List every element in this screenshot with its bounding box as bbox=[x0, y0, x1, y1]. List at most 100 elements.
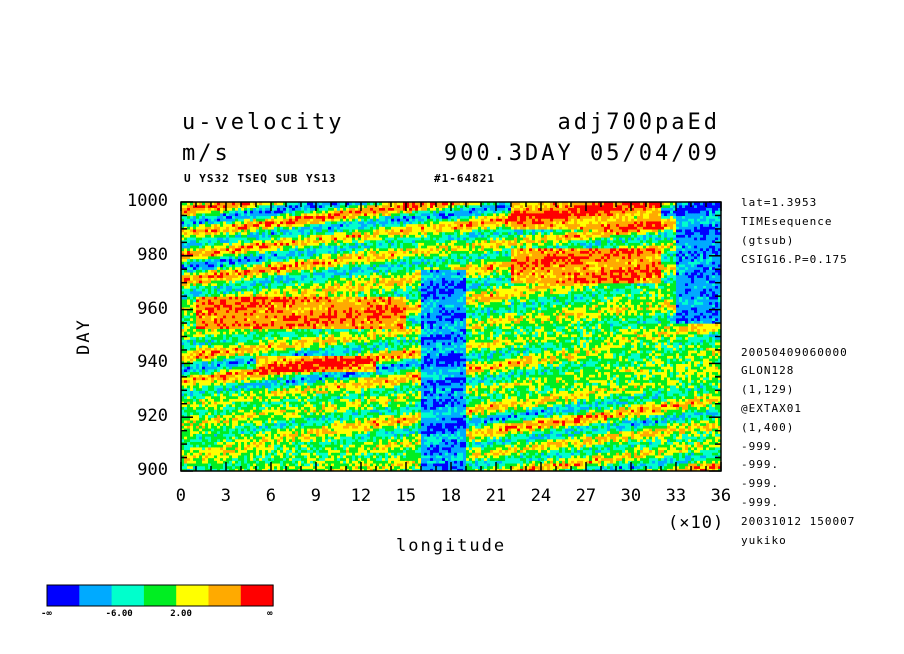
heatmap-cell bbox=[316, 460, 320, 464]
heatmap-cell bbox=[205, 430, 209, 434]
heatmap-cell bbox=[505, 430, 509, 434]
heatmap-cell bbox=[508, 409, 512, 413]
heatmap-cell bbox=[532, 403, 536, 408]
heatmap-cell bbox=[592, 462, 596, 467]
heatmap-cell bbox=[556, 468, 560, 471]
heatmap-cell bbox=[217, 465, 221, 469]
heatmap-cell bbox=[409, 433, 413, 437]
heatmap-cell bbox=[541, 436, 545, 440]
heatmap-cell bbox=[493, 406, 497, 410]
heatmap-cell bbox=[685, 465, 689, 469]
heatmap-cell bbox=[688, 441, 692, 445]
heatmap-cell bbox=[199, 465, 203, 469]
heatmap-cell bbox=[433, 417, 437, 421]
heatmap-cell bbox=[502, 446, 506, 451]
heatmap-cell bbox=[712, 422, 716, 426]
heatmap-cell bbox=[661, 433, 665, 437]
heatmap-cell bbox=[517, 433, 521, 437]
heatmap-cell bbox=[292, 427, 296, 432]
heatmap-cell bbox=[700, 462, 704, 467]
heatmap-cell bbox=[358, 454, 362, 459]
heatmap-cell bbox=[481, 441, 485, 445]
heatmap-cell bbox=[583, 430, 587, 434]
heatmap-cell bbox=[259, 401, 263, 405]
heatmap-cell bbox=[718, 417, 721, 421]
heatmap-cell bbox=[505, 414, 509, 418]
heatmap-cell bbox=[490, 449, 494, 453]
heatmap-cell bbox=[364, 446, 368, 451]
heatmap-cell bbox=[304, 460, 308, 464]
heatmap-cell bbox=[451, 444, 455, 448]
heatmap-cell bbox=[217, 427, 221, 432]
heatmap-cell bbox=[610, 419, 614, 424]
heatmap-cell bbox=[682, 422, 686, 426]
heatmap-cell bbox=[364, 411, 368, 416]
heatmap-cell bbox=[550, 449, 554, 453]
heatmap-cell bbox=[271, 441, 275, 445]
heatmap-cell bbox=[565, 457, 569, 461]
heatmap-cell bbox=[340, 414, 344, 418]
heatmap-cell bbox=[238, 419, 242, 424]
heatmap-cell bbox=[523, 438, 527, 443]
heatmap-cell bbox=[400, 444, 404, 448]
heatmap-cell bbox=[325, 417, 329, 421]
heatmap-cell bbox=[610, 452, 614, 456]
heatmap-cell bbox=[712, 454, 716, 459]
heatmap-cell bbox=[481, 446, 485, 451]
heatmap-cell bbox=[223, 427, 227, 432]
heatmap-cell bbox=[637, 449, 641, 453]
heatmap-cell bbox=[271, 438, 275, 443]
heatmap-cell bbox=[496, 452, 500, 456]
heatmap-cell bbox=[589, 449, 593, 453]
heatmap-cell bbox=[343, 422, 347, 426]
heatmap-cell bbox=[553, 433, 557, 437]
heatmap-cell bbox=[391, 401, 395, 405]
heatmap-cell bbox=[457, 425, 461, 429]
heatmap-cell bbox=[493, 441, 497, 445]
heatmap-cell bbox=[532, 446, 536, 451]
heatmap-cell bbox=[406, 401, 410, 405]
heatmap-cell bbox=[388, 436, 392, 440]
heatmap-cell bbox=[682, 446, 686, 451]
heatmap-cell bbox=[670, 438, 674, 443]
heatmap-cell bbox=[292, 465, 296, 469]
heatmap-cell bbox=[703, 457, 707, 461]
heatmap-cell bbox=[202, 403, 206, 408]
heatmap-cell bbox=[448, 452, 452, 456]
heatmap-cell bbox=[256, 419, 260, 424]
heatmap-cell bbox=[349, 422, 353, 426]
heatmap-cell bbox=[667, 438, 671, 443]
heatmap-cell bbox=[292, 433, 296, 437]
heatmap-cell bbox=[529, 430, 533, 434]
heatmap-cell bbox=[361, 446, 365, 451]
heatmap-cell bbox=[649, 452, 653, 456]
heatmap-cell bbox=[709, 460, 713, 464]
heatmap-cell bbox=[199, 454, 203, 459]
heatmap-cell bbox=[316, 449, 320, 453]
heatmap-cell bbox=[280, 411, 284, 416]
heatmap-cell bbox=[346, 425, 350, 429]
heatmap-cell bbox=[307, 462, 311, 467]
heatmap-cell bbox=[553, 419, 557, 424]
heatmap-cell bbox=[556, 436, 560, 440]
heatmap-cell bbox=[238, 446, 242, 451]
heatmap-cell bbox=[667, 460, 671, 464]
heatmap-cell bbox=[529, 401, 533, 405]
heatmap-cell bbox=[370, 436, 374, 440]
heatmap-cell bbox=[223, 454, 227, 459]
heatmap-cell bbox=[523, 468, 527, 471]
heatmap-cell bbox=[202, 446, 206, 451]
heatmap-cell bbox=[466, 444, 470, 448]
heatmap-cell bbox=[340, 457, 344, 461]
heatmap-cell bbox=[466, 446, 470, 451]
heatmap-cell bbox=[544, 422, 548, 426]
heatmap-cell bbox=[238, 425, 242, 429]
heatmap-cell bbox=[367, 438, 371, 443]
heatmap-cell bbox=[583, 457, 587, 461]
heatmap-cell bbox=[613, 465, 617, 469]
heatmap-cell bbox=[190, 460, 194, 464]
heatmap-cell bbox=[202, 468, 206, 471]
heatmap-cell bbox=[226, 462, 230, 467]
heatmap-cell bbox=[448, 409, 452, 413]
heatmap-cell bbox=[451, 452, 455, 456]
